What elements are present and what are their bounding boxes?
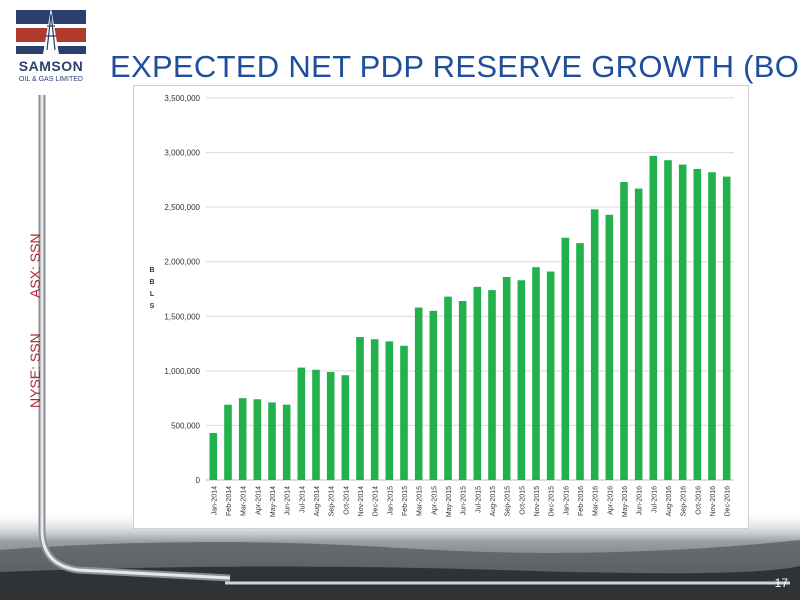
bar bbox=[385, 341, 394, 480]
bar bbox=[502, 276, 511, 480]
bar bbox=[414, 307, 423, 480]
x-tick-label: Mar-2014 bbox=[241, 486, 248, 516]
bar bbox=[605, 214, 614, 481]
x-tick-label: Jul-2016 bbox=[651, 486, 658, 513]
x-tick-label: Sep-2014 bbox=[329, 486, 336, 516]
y-tick-label: 500,000 bbox=[171, 421, 200, 430]
x-tick-label: Dec-2016 bbox=[725, 486, 732, 516]
x-tick-label: Jun-2016 bbox=[637, 486, 644, 515]
x-tick-label: Jan-2014 bbox=[211, 486, 218, 515]
bar bbox=[253, 399, 262, 480]
x-tick-label: May-2016 bbox=[622, 486, 629, 517]
bar bbox=[561, 237, 570, 480]
y-axis-label-letter: B bbox=[149, 267, 154, 274]
bar bbox=[356, 337, 364, 480]
ticker-nyse: NYSE: SSN bbox=[27, 333, 43, 408]
bar bbox=[532, 267, 540, 480]
x-tick-label: Feb-2014 bbox=[226, 486, 233, 516]
x-tick-label: Jul-2014 bbox=[299, 486, 306, 513]
y-axis-label-letter: B bbox=[149, 279, 154, 286]
x-tick-label: Aug-2015 bbox=[490, 486, 497, 516]
x-tick-label: Mar-2016 bbox=[593, 486, 600, 516]
x-tick-label: Sep-2015 bbox=[505, 486, 512, 516]
bar bbox=[341, 375, 350, 480]
page-number: 17 bbox=[774, 576, 788, 590]
y-tick-label: 3,500,000 bbox=[164, 94, 200, 103]
y-tick-label: 3,000,000 bbox=[164, 149, 200, 158]
bar bbox=[722, 176, 731, 480]
bar bbox=[517, 280, 526, 480]
x-tick-label: Feb-2015 bbox=[402, 486, 409, 516]
x-tick-label: Jun-2015 bbox=[461, 486, 468, 515]
bar bbox=[297, 367, 306, 480]
bar bbox=[576, 243, 584, 480]
bar bbox=[400, 345, 408, 480]
chart-frame: 0 500,000 1,000,000 1,500,000 2,000,000 2,500… bbox=[133, 85, 749, 529]
x-tick-label: Dec-2015 bbox=[549, 486, 556, 516]
reserve-growth-chart: 0 500,000 1,000,000 1,500,000 2,000,000 2,500… bbox=[149, 94, 734, 517]
x-tick-label: Jun-2014 bbox=[285, 486, 292, 515]
y-tick-label: 1,000,000 bbox=[164, 367, 200, 376]
y-tick-label: 2,000,000 bbox=[164, 258, 200, 267]
bar bbox=[620, 182, 628, 480]
bar bbox=[546, 271, 555, 480]
bar bbox=[693, 168, 702, 480]
page-title: EXPECTED NET PDP RESERVE GROWTH (BOE) bbox=[110, 48, 800, 84]
y-tick-label: 1,500,000 bbox=[164, 312, 200, 321]
y-axis-label-letter: S bbox=[150, 303, 155, 310]
x-tick-label: Aug-2016 bbox=[666, 486, 673, 516]
bar bbox=[664, 160, 672, 480]
bar bbox=[458, 301, 467, 480]
logo-mark-icon bbox=[16, 8, 86, 54]
x-tick-label: Apr-2016 bbox=[607, 486, 614, 515]
x-tick-label: Dec-2014 bbox=[373, 486, 380, 516]
logo-subtitle: OIL & GAS LIMITED bbox=[19, 76, 83, 83]
bar bbox=[282, 404, 291, 480]
x-tick-label: Oct-2014 bbox=[343, 486, 350, 515]
bar bbox=[224, 404, 232, 480]
bar bbox=[708, 172, 716, 480]
x-tick-label: May-2015 bbox=[446, 486, 453, 517]
company-logo: SAMSON OIL & GAS LIMITED bbox=[8, 6, 94, 92]
y-tick-label: 2,500,000 bbox=[164, 203, 200, 212]
bar bbox=[444, 296, 452, 480]
x-tick-label: Nov-2015 bbox=[534, 486, 541, 516]
x-tick-label: Jul-2015 bbox=[475, 486, 482, 513]
x-tick-label: Apr-2014 bbox=[255, 486, 262, 515]
x-tick-label: Nov-2016 bbox=[710, 486, 717, 516]
bar bbox=[634, 188, 643, 480]
bar bbox=[473, 286, 482, 480]
bar bbox=[312, 369, 320, 480]
x-tick-label: Mar-2015 bbox=[417, 486, 424, 516]
x-tick-label: Nov-2014 bbox=[358, 486, 365, 516]
x-tick-label: Jan-2015 bbox=[387, 486, 394, 515]
bar bbox=[326, 371, 335, 480]
x-tick-label: Sep-2016 bbox=[681, 486, 688, 516]
y-tick-label: 0 bbox=[196, 476, 201, 485]
bar bbox=[488, 290, 496, 480]
x-tick-label: Feb-2016 bbox=[578, 486, 585, 516]
x-tick-label: Aug-2014 bbox=[314, 486, 321, 516]
bar bbox=[370, 339, 379, 480]
ticker-asx: ASX: SSN bbox=[27, 233, 43, 298]
x-tick-label: Oct-2016 bbox=[695, 486, 702, 515]
bar bbox=[590, 209, 599, 480]
logo-name: SAMSON bbox=[18, 58, 84, 74]
bar bbox=[429, 310, 438, 480]
bar bbox=[268, 402, 276, 480]
x-tick-label: Oct-2015 bbox=[519, 486, 526, 515]
bar bbox=[209, 433, 218, 480]
bar bbox=[238, 398, 247, 480]
x-tick-label: Apr-2015 bbox=[431, 486, 438, 515]
y-axis-label-letter: L bbox=[150, 291, 155, 298]
bar bbox=[649, 155, 658, 480]
x-tick-label: May-2014 bbox=[270, 486, 277, 517]
bar bbox=[678, 164, 687, 480]
x-tick-label: Jan-2016 bbox=[563, 486, 570, 515]
